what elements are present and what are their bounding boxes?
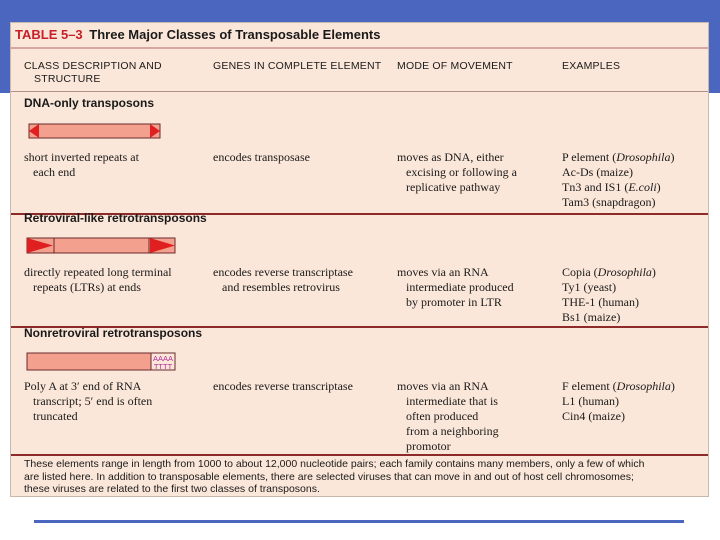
table-title-text: Three Major Classes of Transposable Elem…: [89, 27, 381, 42]
section3-examples: F element (Drosophila) L1 (human) Cin4 (ma…: [562, 379, 675, 424]
example-item: Ac-Ds (maize): [562, 165, 633, 179]
header-divider: [11, 91, 708, 92]
column-header-class: CLASS DESCRIPTION AND STRUCTURE: [24, 60, 162, 86]
table-title: TABLE 5–3 Three Major Classes of Transpo…: [15, 27, 380, 45]
title-divider: [11, 47, 708, 49]
example-item: THE-1 (human): [562, 295, 639, 309]
table-header-row: CLASS DESCRIPTION AND STRUCTURE GENES IN…: [11, 49, 708, 91]
nonretroviral-diagram: AAAA TTTT: [26, 352, 176, 371]
footnote-line: These elements range in length from 1000…: [24, 458, 645, 470]
section1-genes: encodes transposase: [213, 150, 310, 165]
example-item: Tn3 and IS1 (E.coli): [562, 180, 661, 194]
example-item: P element (Drosophila): [562, 150, 675, 164]
section1-movement: moves as DNA, either excising or followi…: [397, 150, 517, 195]
section3-movement: moves via an RNA intermediate that is of…: [397, 379, 499, 454]
section1-examples: P element (Drosophila) Ac-Ds (maize) Tn3 a…: [562, 150, 674, 210]
section2-examples: Copia (Drosophila) Ty1 (yeast) THE-1 (huma…: [562, 265, 656, 325]
poly-t-label: TTTT: [154, 362, 173, 371]
section-divider: [11, 213, 708, 215]
right-ltr-icon: [150, 238, 175, 253]
section2-movement: moves via an RNA intermediate produced b…: [397, 265, 514, 310]
table-footnote: These elements range in length from 1000…: [24, 458, 704, 496]
slide-footer-line: [34, 520, 684, 523]
section3-structure-line: transcript; 5′ end is often: [33, 394, 153, 408]
column-header-genes-text: GENES IN COMPLETE ELEMENT: [213, 60, 382, 72]
section1-movement-line: replicative pathway: [406, 180, 501, 194]
section3-movement-line: from a neighboring: [406, 424, 499, 438]
section2-genes-line: encodes reverse transcriptase: [213, 265, 353, 279]
left-inverted-repeat-icon: [29, 124, 39, 138]
section1-structure: short inverted repeats at each end: [24, 150, 139, 180]
section2-movement-line: by promoter in LTR: [406, 295, 502, 309]
example-item: Ty1 (yeast): [562, 280, 617, 294]
example-item: Bs1 (maize): [562, 310, 621, 324]
column-header-class-line1: CLASS DESCRIPTION AND: [24, 60, 162, 72]
section3-movement-line: often produced: [406, 409, 479, 423]
section-title-retroviral-like: Retroviral-like retrotransposons: [24, 211, 207, 225]
example-item: F element (Drosophila): [562, 379, 675, 393]
example-item: Tam3 (snapdragon): [562, 195, 656, 209]
section2-movement-line: moves via an RNA: [397, 265, 489, 279]
section2-genes: encodes reverse transcriptase and resemb…: [213, 265, 353, 295]
left-ltr-icon: [27, 238, 53, 253]
retroviral-like-diagram: [26, 237, 176, 254]
section-title-dna-only: DNA-only transposons: [24, 96, 155, 110]
example-item: L1 (human): [562, 394, 619, 408]
section2-structure-line: repeats (LTRs) at ends: [33, 280, 141, 294]
section1-genes-line: encodes transposase: [213, 150, 310, 164]
section3-structure-line: truncated: [33, 409, 78, 423]
column-header-class-line2: STRUCTURE: [34, 73, 101, 85]
footnote-line: are listed here. In addition to transpos…: [24, 470, 634, 483]
footnote-divider: [11, 454, 708, 456]
section1-movement-line: excising or following a: [406, 165, 517, 179]
section-divider: [11, 326, 708, 328]
section3-movement-line: promotor: [406, 439, 451, 453]
section3-genes: encodes reverse transcriptase: [213, 379, 353, 394]
section3-movement-line: intermediate that is: [406, 394, 498, 408]
section1-movement-line: moves as DNA, either: [397, 150, 504, 164]
column-header-movement-text: MODE OF MOVEMENT: [397, 60, 513, 72]
section2-movement-line: intermediate produced: [406, 280, 514, 294]
section3-movement-line: moves via an RNA: [397, 379, 489, 393]
table-label: TABLE 5–3: [15, 27, 83, 42]
example-item: Copia (Drosophila): [562, 265, 656, 279]
section3-genes-line: encodes reverse transcriptase: [213, 379, 353, 393]
table-card: TABLE 5–3 Three Major Classes of Transpo…: [10, 22, 709, 497]
section1-structure-line: short inverted repeats at: [24, 150, 139, 164]
column-header-movement: MODE OF MOVEMENT: [397, 60, 513, 73]
section2-structure: directly repeated long terminal repeats …: [24, 265, 172, 295]
section2-genes-line: and resembles retrovirus: [222, 280, 340, 294]
section3-structure-line: Poly A at 3′ end of RNA: [24, 379, 142, 393]
dna-transposon-diagram: [28, 123, 161, 139]
column-header-examples-text: EXAMPLES: [562, 60, 621, 72]
footnote-line: these viruses are related to the first t…: [24, 483, 320, 495]
example-item: Cin4 (maize): [562, 409, 625, 423]
section3-structure: Poly A at 3′ end of RNA transcript; 5′ e…: [24, 379, 152, 424]
column-header-examples: EXAMPLES: [562, 60, 620, 73]
poly-a-label: AAAA: [153, 354, 173, 363]
section2-structure-line: directly repeated long terminal: [24, 265, 172, 279]
section1-structure-line: each end: [33, 165, 76, 179]
section-title-nonretroviral: Nonretroviral retrotransposons: [24, 326, 203, 340]
column-header-genes: GENES IN COMPLETE ELEMENT: [213, 60, 381, 73]
right-inverted-repeat-icon: [150, 124, 160, 138]
